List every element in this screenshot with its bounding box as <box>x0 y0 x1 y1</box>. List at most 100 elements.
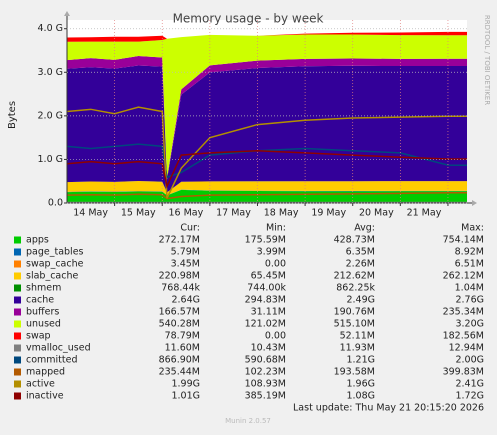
legend-swatch <box>14 237 21 244</box>
legend-swatch <box>14 369 21 376</box>
x-tick-label: 14 May <box>73 208 108 219</box>
legend-stat: 235.34M <box>443 307 484 318</box>
x-tick-label: 18 May <box>264 208 299 219</box>
legend-label: inactive <box>26 391 64 402</box>
legend-label: swap <box>26 331 51 342</box>
x-tick-label: 16 May <box>168 208 203 219</box>
legend-swatch <box>14 357 21 364</box>
y-tick-label: 0.0 <box>48 198 63 209</box>
legend-swatch <box>14 297 21 304</box>
legend-stat: 3.20G <box>455 319 484 330</box>
legend-stat: 78.79M <box>165 331 200 342</box>
legend-stat: 866.90M <box>159 355 200 366</box>
legend-swatch <box>14 249 21 256</box>
legend-stat: 220.98M <box>159 271 200 282</box>
legend-stat: 6.35M <box>346 247 375 258</box>
legend-swatch <box>14 309 21 316</box>
x-tick-label: 21 May <box>407 208 442 219</box>
y-tick-label: 4.0 G <box>38 23 64 34</box>
legend-stat: 428.73M <box>334 235 375 246</box>
legend-stat: 1.04M <box>455 283 484 294</box>
legend-stat: 2.76G <box>455 295 484 306</box>
legend-stat: 2.26M <box>346 259 375 270</box>
plot <box>67 32 467 203</box>
y-tick-label: 3.0 G <box>38 67 64 78</box>
legend-header: Avg: <box>354 223 375 234</box>
legend-stat: 862.25k <box>336 283 375 294</box>
area <box>67 190 467 203</box>
legend-stat: 190.76M <box>334 307 375 318</box>
y-axis-label: Bytes <box>7 101 18 129</box>
legend-stat: 0.00 <box>265 331 286 342</box>
legend-stat: 121.02M <box>245 319 286 330</box>
legend-stat: 744.00k <box>247 283 286 294</box>
legend-stat: 262.12M <box>443 271 484 282</box>
legend-stat: 193.58M <box>334 367 375 378</box>
footer: Munin 2.0.57 <box>225 417 271 425</box>
legend-label: cache <box>26 295 54 306</box>
legend-label: apps <box>26 235 49 246</box>
legend-stat: 768.44k <box>161 283 200 294</box>
legend-label: vmalloc_used <box>26 343 91 354</box>
legend-stat: 3.99M <box>257 247 286 258</box>
x-tick-label: 17 May <box>216 208 251 219</box>
legend-stat: 11.60M <box>165 343 200 354</box>
legend-stat: 590.68M <box>245 355 286 366</box>
legend-stat: 166.57M <box>159 307 200 318</box>
legend-stat: 31.11M <box>251 307 286 318</box>
legend-stat: 515.10M <box>334 319 375 330</box>
side-note: RRDTOOL / TOBI OETIKER <box>483 15 491 105</box>
legend-header: Cur: <box>180 223 200 234</box>
x-tick-label: 20 May <box>359 208 394 219</box>
legend-stat: 1.01G <box>171 391 200 402</box>
legend-stat: 5.79M <box>171 247 200 258</box>
legend-label: buffers <box>26 307 59 318</box>
legend-swatch <box>14 393 21 400</box>
legend-label: shmem <box>26 283 61 294</box>
legend-stat: 3.45M <box>171 259 200 270</box>
legend-stat: 235.44M <box>159 367 200 378</box>
legend-stat: 385.19M <box>245 391 286 402</box>
last-update: Last update: Thu May 21 20:15:20 2026 <box>293 403 484 414</box>
legend-stat: 65.45M <box>251 271 286 282</box>
legend-stat: 102.23M <box>245 367 286 378</box>
legend-stat: 754.14M <box>443 235 484 246</box>
x-tick-label: 19 May <box>311 208 346 219</box>
legend-stat: 52.11M <box>340 331 375 342</box>
legend-label: committed <box>26 355 78 366</box>
legend-label: mapped <box>26 367 65 378</box>
legend-label: active <box>26 379 55 390</box>
legend-stat: 399.83M <box>443 367 484 378</box>
legend-swatch <box>14 333 21 340</box>
legend-swatch <box>14 381 21 388</box>
legend-swatch <box>14 321 21 328</box>
legend-stat: 10.43M <box>251 343 286 354</box>
legend-stat: 1.72G <box>455 391 484 402</box>
legend-stat: 2.64G <box>171 295 200 306</box>
legend-stat: 1.99G <box>171 379 200 390</box>
legend-label: page_tables <box>26 247 84 258</box>
legend-stat: 182.56M <box>443 331 484 342</box>
legend-stat: 2.41G <box>455 379 484 390</box>
legend-stat: 1.21G <box>346 355 375 366</box>
legend-swatch <box>14 261 21 268</box>
legend-swatch <box>14 273 21 280</box>
legend-stat: 2.49G <box>346 295 375 306</box>
legend-label: slab_cache <box>26 271 78 282</box>
legend-stat: 12.94M <box>449 343 484 354</box>
legend-stat: 0.00 <box>265 259 286 270</box>
legend-stat: 108.93M <box>245 379 286 390</box>
legend-label: unused <box>26 319 61 330</box>
area <box>67 66 467 193</box>
legend-swatch <box>14 345 21 352</box>
legend-header: Min: <box>266 223 286 234</box>
y-tick-label: 1.0 G <box>38 154 64 165</box>
legend-stat: 11.93M <box>340 343 375 354</box>
y-tick-label: 2.0 G <box>38 110 64 121</box>
legend-stat: 8.92M <box>455 247 484 258</box>
legend-swatch <box>14 285 21 292</box>
legend-stat: 6.51M <box>455 259 484 270</box>
legend-stat: 1.08G <box>346 391 375 402</box>
legend-stat: 175.59M <box>245 235 286 246</box>
